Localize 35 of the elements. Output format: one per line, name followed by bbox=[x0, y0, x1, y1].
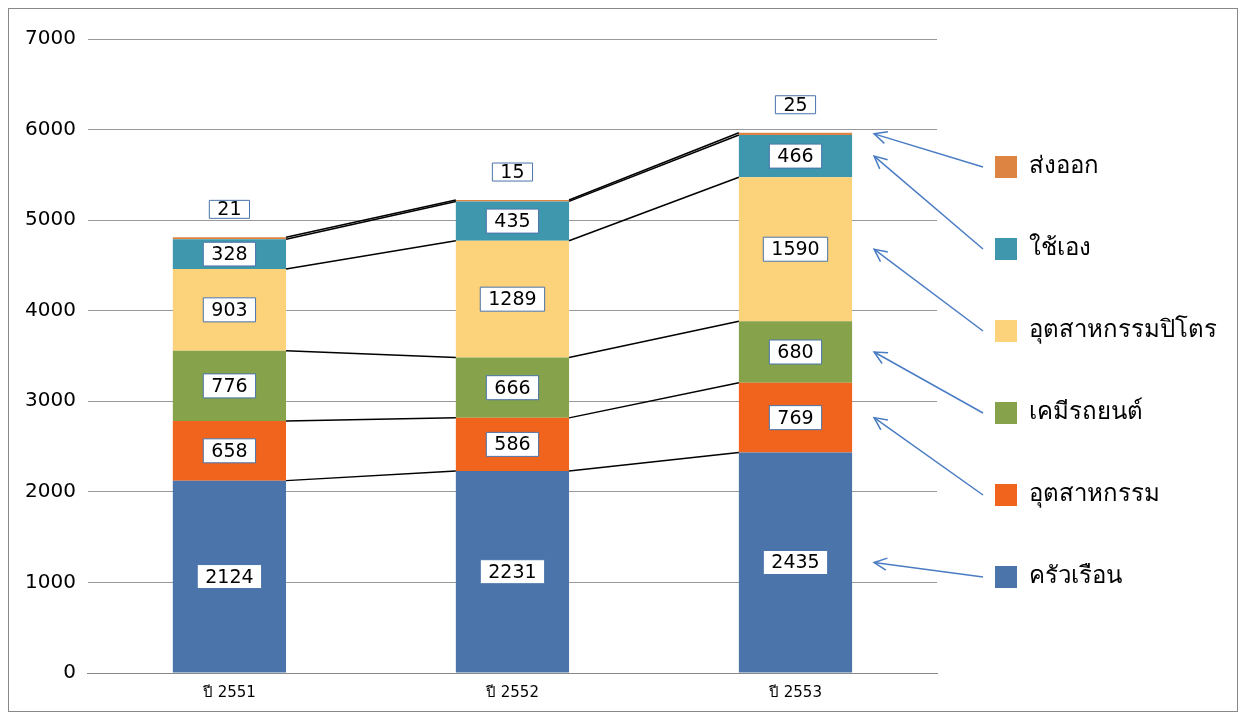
legend-label: ใช้เอง bbox=[1029, 233, 1091, 262]
y-tick-label: 3000 bbox=[24, 387, 76, 412]
data-label: 435 bbox=[494, 209, 531, 232]
data-label: 25 bbox=[783, 92, 808, 115]
x-tick-label: ปี 2553 bbox=[768, 682, 822, 701]
data-label: 328 bbox=[211, 242, 248, 265]
y-tick-label: 5000 bbox=[24, 206, 76, 231]
legend-label: เคมีรถยนต์ bbox=[1029, 397, 1143, 426]
data-label: 776 bbox=[211, 373, 248, 396]
y-tick-label: 0 bbox=[63, 659, 76, 684]
data-label: 666 bbox=[494, 375, 531, 398]
y-tick-label: 7000 bbox=[24, 25, 76, 50]
legend-label: ครัวเรือน bbox=[1029, 561, 1122, 590]
y-tick-label: 4000 bbox=[24, 296, 76, 321]
y-tick-label: 1000 bbox=[24, 568, 76, 593]
data-label: 586 bbox=[494, 432, 531, 455]
x-tick-label: ปี 2551 bbox=[201, 682, 256, 701]
data-label: 769 bbox=[777, 405, 814, 428]
legend-label: ส่งออก bbox=[1029, 151, 1099, 180]
data-label: 1289 bbox=[488, 287, 537, 310]
data-label: 2124 bbox=[205, 564, 254, 587]
data-label: 903 bbox=[211, 297, 248, 320]
data-label: 2231 bbox=[488, 559, 537, 582]
data-label: 2435 bbox=[771, 550, 820, 573]
data-label: 1590 bbox=[771, 237, 820, 260]
legend-label: อุตสาหกรรมปิโตร bbox=[1029, 315, 1217, 345]
y-tick-label: 2000 bbox=[24, 478, 76, 503]
data-label: 680 bbox=[777, 339, 814, 362]
legend-label: อุตสาหกรรม bbox=[1029, 479, 1160, 509]
data-label: 15 bbox=[500, 159, 525, 182]
y-tick-label: 6000 bbox=[24, 115, 76, 140]
data-label: 658 bbox=[211, 438, 248, 461]
data-label: 466 bbox=[777, 144, 814, 167]
data-label: 21 bbox=[217, 197, 242, 220]
x-tick-label: ปี 2552 bbox=[484, 682, 539, 701]
